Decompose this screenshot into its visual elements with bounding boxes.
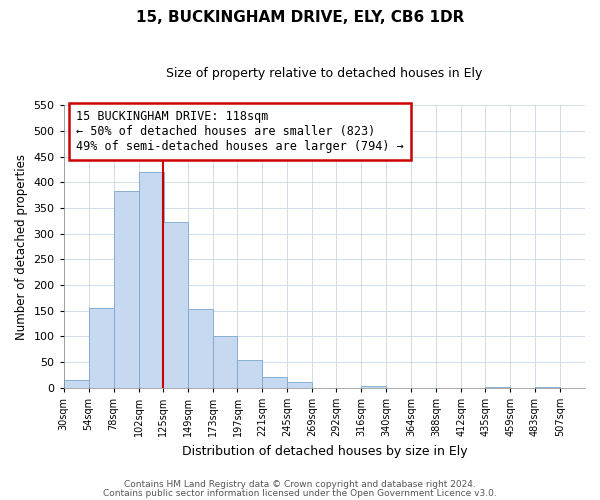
Text: 15 BUCKINGHAM DRIVE: 118sqm
← 50% of detached houses are smaller (823)
49% of se: 15 BUCKINGHAM DRIVE: 118sqm ← 50% of det…: [76, 110, 404, 154]
Bar: [212, 336, 238, 388]
Text: Contains public sector information licensed under the Open Government Licence v3: Contains public sector information licen…: [103, 488, 497, 498]
Bar: [238, 360, 262, 388]
Bar: [287, 382, 313, 388]
Bar: [188, 309, 212, 388]
Y-axis label: Number of detached properties: Number of detached properties: [15, 154, 28, 340]
Bar: [485, 386, 510, 388]
Bar: [535, 386, 560, 388]
X-axis label: Distribution of detached houses by size in Ely: Distribution of detached houses by size …: [182, 444, 467, 458]
Title: Size of property relative to detached houses in Ely: Size of property relative to detached ho…: [166, 68, 482, 80]
Text: Contains HM Land Registry data © Crown copyright and database right 2024.: Contains HM Land Registry data © Crown c…: [124, 480, 476, 489]
Bar: [113, 191, 139, 388]
Bar: [64, 380, 89, 388]
Bar: [139, 172, 164, 388]
Bar: [361, 386, 386, 388]
Bar: [262, 377, 287, 388]
Text: 15, BUCKINGHAM DRIVE, ELY, CB6 1DR: 15, BUCKINGHAM DRIVE, ELY, CB6 1DR: [136, 10, 464, 25]
Bar: [89, 308, 113, 388]
Bar: [163, 222, 188, 388]
